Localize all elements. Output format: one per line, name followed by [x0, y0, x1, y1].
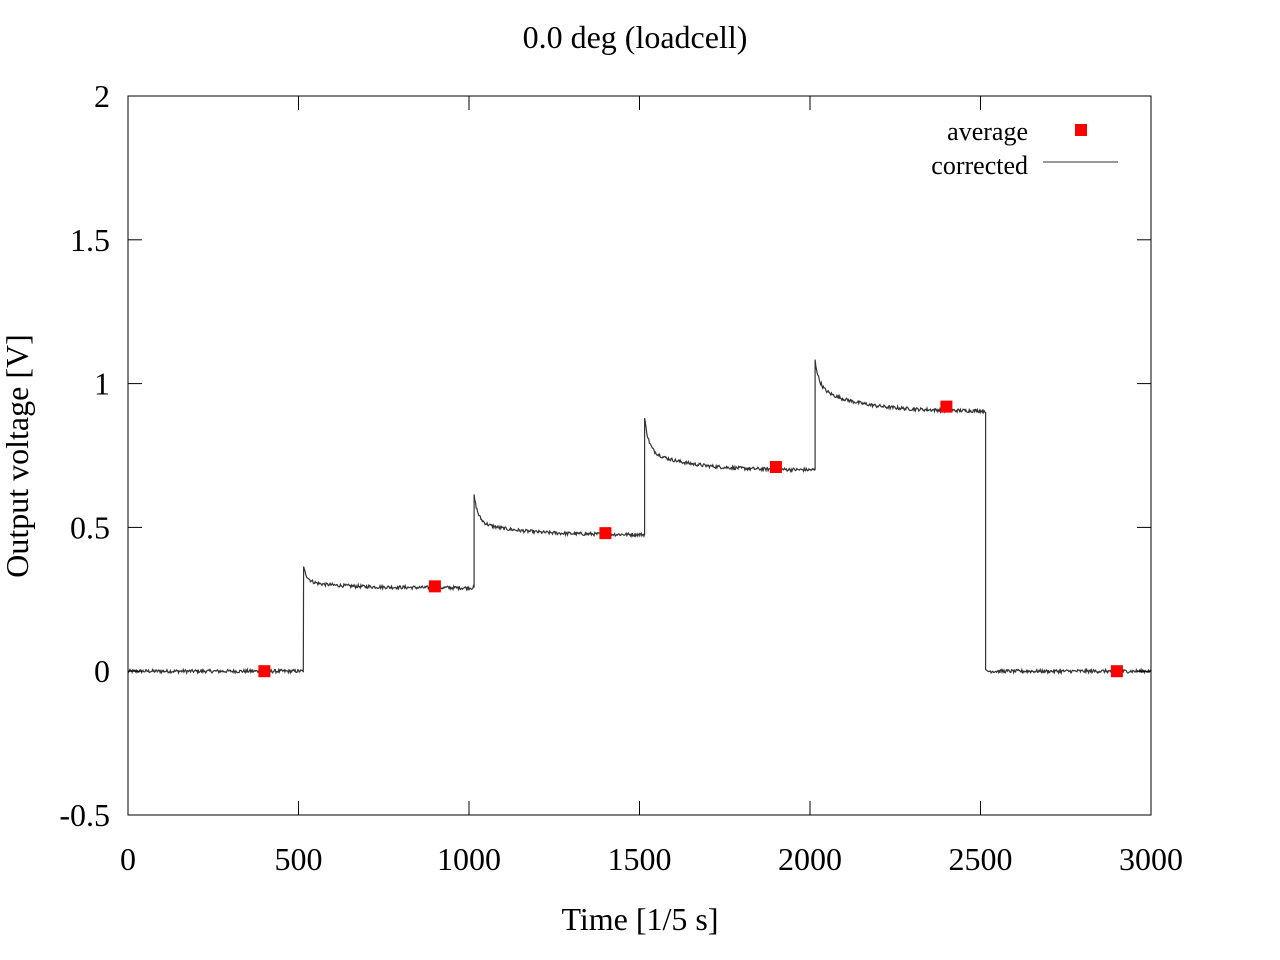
plot-area — [127, 359, 1152, 678]
average-point — [428, 580, 441, 593]
x-tick-label: 0 — [120, 841, 136, 877]
y-axis-label: Output voltage [V] — [0, 334, 35, 578]
legend-label-corrected: corrected — [931, 151, 1028, 180]
y-tick-label: 1 — [94, 366, 110, 402]
average-point — [599, 527, 612, 540]
average-point — [940, 400, 953, 413]
average-point — [769, 461, 782, 474]
x-tick-label: 3000 — [1119, 841, 1183, 877]
x-tick-label: 2000 — [778, 841, 842, 877]
chart-title: 0.0 deg (loadcell) — [523, 19, 748, 55]
average-point — [258, 665, 271, 678]
x-tick-label: 2500 — [949, 841, 1013, 877]
axes: 0 500 1000 1500 2000 2500 3000 -0.5 0 0.5 1 1.5 2 — [59, 78, 1183, 877]
y-tick-label: 0 — [94, 653, 110, 689]
y-tick-label: 2 — [94, 78, 110, 114]
y-tick-label: -0.5 — [59, 797, 110, 833]
legend: average corrected — [931, 117, 1118, 180]
average-point — [1110, 665, 1123, 678]
x-tick-label: 500 — [275, 841, 323, 877]
legend-marker-average — [1075, 124, 1087, 136]
y-tick-label: 1.5 — [70, 222, 110, 258]
y-tick-label: 0.5 — [70, 509, 110, 545]
legend-label-average: average — [947, 117, 1028, 146]
x-tick-label: 1500 — [608, 841, 672, 877]
series-corrected-line — [127, 359, 1152, 675]
x-axis-label: Time [1/5 s] — [561, 901, 718, 937]
x-tick-label: 1000 — [437, 841, 501, 877]
